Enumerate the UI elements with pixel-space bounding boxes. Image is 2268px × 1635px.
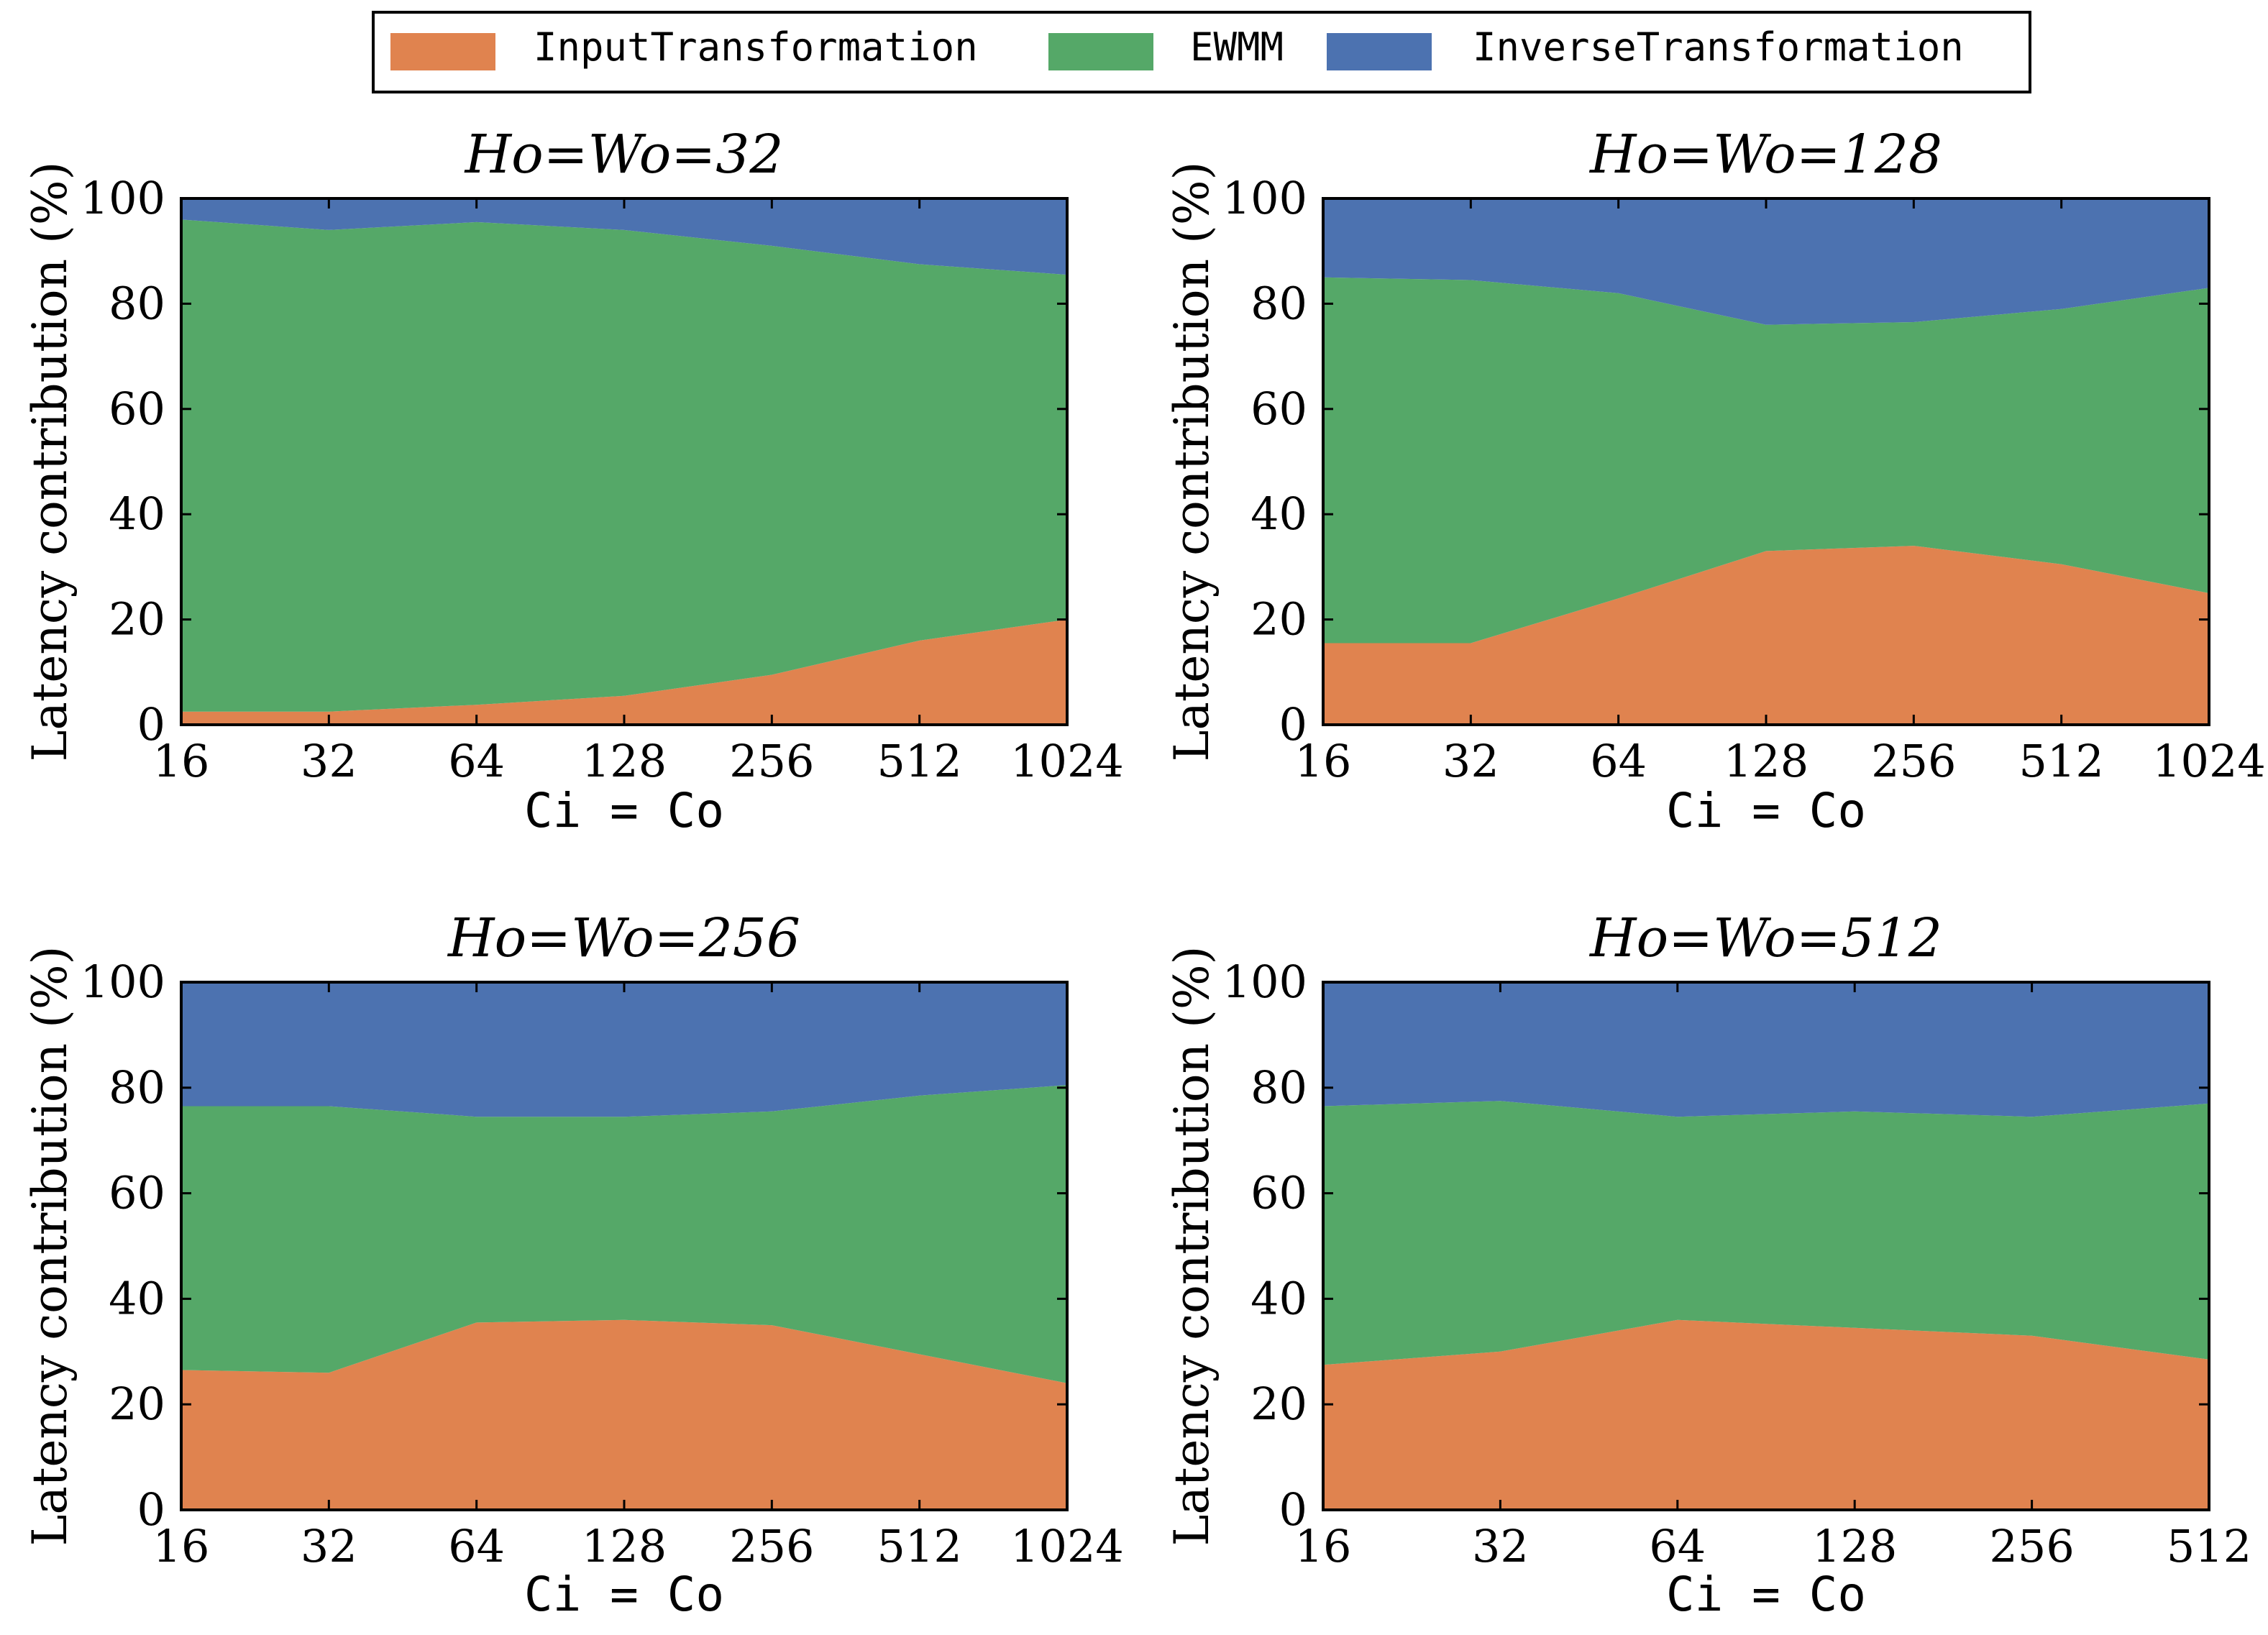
panel-1-y-tick-label: 40: [109, 487, 165, 540]
panel-3-y-tick-label: 0: [137, 1483, 165, 1536]
panel-1-y-tick-label: 100: [81, 172, 165, 224]
legend-label-ewmm: EWMM: [1190, 24, 1284, 70]
panel-2-x-tick-label: 32: [1442, 735, 1499, 787]
panel-3-x-tick-label: 32: [301, 1520, 357, 1572]
legend-box: [372, 11, 2031, 93]
panel-4-area-ewmm: [1323, 1101, 2209, 1365]
panel-3-y-tick-label: 20: [109, 1378, 165, 1430]
panel-1-x-tick-label: 1024: [1010, 735, 1124, 787]
panel-1-xlabel: Ci = Co: [524, 783, 724, 838]
panel-4-y-tick-label: 60: [1250, 1167, 1307, 1219]
panel-2-ylabel: Latency contribution (%): [1164, 162, 1220, 762]
panel-3-y-tick-label: 40: [109, 1272, 165, 1324]
panel-4-xlabel: Ci = Co: [1666, 1567, 1866, 1622]
panel-1-area-inverse: [181, 198, 1067, 275]
panel-4-x-tick-label: 32: [1472, 1520, 1529, 1572]
panel-2-area-inverse: [1323, 198, 2209, 325]
panel-2-title: Ho=Wo=128: [1588, 124, 1942, 186]
panel-3-xlabel: Ci = Co: [524, 1567, 724, 1622]
panel-3-area-input: [181, 1319, 1067, 1510]
panel-2-x-tick-label: 16: [1295, 735, 1352, 787]
panel-3-x-tick-label: 256: [729, 1520, 814, 1572]
panel-1-frame: [180, 197, 1069, 726]
panel-1: 16 32 64 128 256 512 1024 0 20 40 60 80 100 Ho=Wo=32…: [22, 124, 1124, 838]
panel-2-area-input: [1323, 546, 2209, 725]
panel-2-y-tick-label: 0: [1279, 698, 1307, 751]
panel-4-x-tick-label: 64: [1649, 1520, 1706, 1572]
panel-4-title: Ho=Wo=512: [1588, 907, 1942, 969]
panel-4-y-tick-label: 100: [1222, 956, 1307, 1008]
panel-2-x-tick-label: 256: [1871, 735, 1956, 787]
panel-2-y-tick-label: 100: [1222, 172, 1307, 224]
panel-3-y-tick-label: 100: [81, 956, 165, 1008]
panel-4-x-tick-label: 16: [1295, 1520, 1352, 1572]
panel-2-x-tick-label: 512: [2018, 735, 2103, 787]
panel-4-area-inverse: [1323, 982, 2209, 1117]
panel-1-x-tick-label: 64: [448, 735, 505, 787]
panel-4-area-input: [1323, 1319, 2209, 1510]
panel-2-x-tick-label: 64: [1590, 735, 1647, 787]
legend-label-inverse: InverseTransformation: [1473, 24, 1964, 70]
panel-1-area-ewmm: [181, 219, 1067, 712]
panel-1-y-tick-label: 60: [109, 383, 165, 435]
panel-2-y-tick-label: 80: [1250, 277, 1307, 329]
legend: InputTransformation EWMM InverseTransfor…: [372, 11, 2031, 93]
legend-label-input: InputTransformation: [534, 24, 978, 70]
panel-3-x-tick-label: 128: [582, 1520, 667, 1572]
panel-2-xlabel: Ci = Co: [1666, 783, 1866, 838]
panel-3-x-tick-label: 1024: [1010, 1520, 1124, 1572]
panel-1-area-input: [181, 619, 1067, 725]
panel-3-x-tick-label: 512: [877, 1520, 961, 1572]
panel-2-y-tick-label: 60: [1250, 383, 1307, 435]
panel-3-area-ewmm: [181, 1085, 1067, 1383]
panel-4-x-tick-label: 128: [1812, 1520, 1897, 1572]
panel-1-x-tick-label: 512: [877, 735, 961, 787]
panel-1-x-tick-label: 128: [582, 735, 667, 787]
panel-4-ylabel: Latency contribution (%): [1164, 946, 1220, 1547]
panel-2-x-tick-label: 1024: [2152, 735, 2266, 787]
panel-4-y-tick-label: 0: [1279, 1483, 1307, 1536]
panel-3-area-inverse: [181, 982, 1067, 1117]
panel-3-title: Ho=Wo=256: [447, 907, 800, 969]
legend-swatch-input: [390, 33, 495, 70]
panel-1-x-tick-label: 256: [729, 735, 814, 787]
panel-3-frame: [180, 981, 1069, 1511]
panel-4-y-tick-label: 80: [1250, 1061, 1307, 1114]
panel-4-frame: [1322, 981, 2210, 1511]
panel-1-x-tick-label: 32: [301, 735, 357, 787]
legend-swatch-ewmm: [1048, 33, 1153, 70]
panel-3-y-tick-label: 80: [109, 1061, 165, 1114]
panel-2-frame: [1322, 197, 2210, 726]
panel-1-y-tick-label: 20: [109, 593, 165, 646]
panel-4-y-tick-label: 20: [1250, 1378, 1307, 1430]
panel-3-x-tick-label: 64: [448, 1520, 505, 1572]
panel-2-x-tick-label: 128: [1724, 735, 1809, 787]
panel-4: 16 32 64 128 256 512 0 20 40 60 80 100 Ho=Wo=512 La…: [1164, 907, 2251, 1622]
panel-1-x-tick-label: 16: [153, 735, 210, 787]
panel-1-ylabel: Latency contribution (%): [22, 162, 78, 762]
panel-4-y-tick-label: 40: [1250, 1272, 1307, 1324]
panel-4-x-tick-label: 256: [1989, 1520, 2074, 1572]
panel-3-ylabel: Latency contribution (%): [22, 946, 78, 1547]
panel-3-x-tick-label: 16: [153, 1520, 210, 1572]
panel-1-y-tick-label: 0: [137, 698, 165, 751]
panel-1-title: Ho=Wo=32: [464, 124, 784, 186]
panel-2-y-tick-label: 20: [1250, 593, 1307, 646]
panel-2-area-ewmm: [1323, 277, 2209, 644]
panel-2: 16 32 64 128 256 512 1024 0 20 40 60 80 100 Ho=Wo=12…: [1164, 124, 2266, 838]
legend-swatch-inverse: [1327, 33, 1432, 70]
panel-3: 16 32 64 128 256 512 1024 0 20 40 60 80 100 Ho=Wo=25…: [22, 907, 1124, 1622]
panel-3-y-tick-label: 60: [109, 1167, 165, 1219]
panel-1-y-tick-label: 80: [109, 277, 165, 329]
panel-2-y-tick-label: 40: [1250, 487, 1307, 540]
panel-4-x-tick-label: 512: [2167, 1520, 2251, 1572]
